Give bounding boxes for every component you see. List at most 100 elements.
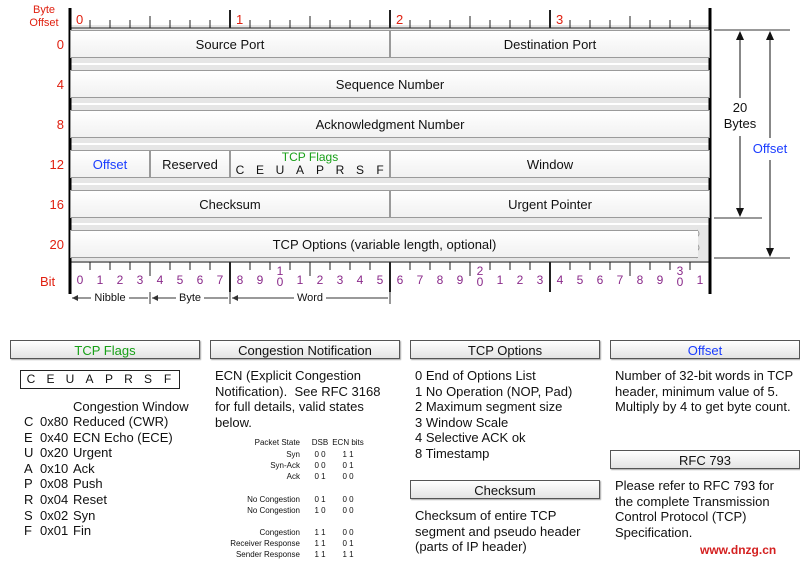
ecn-table-cell: 0 0 [342,528,354,537]
option-item: 4 Selective ACK ok [415,430,526,446]
flag-letter: A [295,163,304,177]
group-label: Word [230,292,390,304]
bit-number: 8 [436,273,444,287]
bit-number: 3 [136,273,144,287]
row-offset: 8 [56,117,64,132]
option-item: 1 No Operation (NOP, Pad) [415,383,573,399]
ecn-table-cell: No Congestion [247,505,300,515]
group-arrow [232,295,238,301]
ecn-table-cell: 1 1 [314,528,326,537]
ecn-table-cell: 0 0 [342,472,354,481]
flag-item-name: Push [73,476,103,492]
flag-letter: E [46,372,55,386]
ecn-table-header: DSB [311,438,329,447]
group-label-text: Word [293,292,327,304]
ecn-table-cell: 0 0 [342,494,354,504]
flag-item-letter: P [24,476,33,492]
ecn-table-cell: 0 0 [342,505,354,515]
field-tcp-flags [230,150,390,178]
field-source-port: Source Port [70,30,390,58]
flag-letter: S [143,372,152,386]
flag-letter: P [104,372,113,386]
bit-number: 2 [516,273,524,287]
flag-item-letter: C [24,414,34,429]
panel-header: RFC 793 [610,450,800,469]
panel-header: Checksum [410,480,600,499]
ecn-table-cell: No Congestion [247,494,300,504]
bit-number: 3 [336,273,344,287]
bit-number: 30 [676,264,684,289]
bit-number: 4 [356,273,364,287]
option-item: 8 Timestamp [415,446,490,461]
flag-item-name: Reduced (CWR) [73,414,169,429]
rfc-text: Please refer to RFC 793 for the complete… [615,478,778,540]
flag-letter: S [355,163,364,177]
ecn-text: ECN (Explicit Congestion Notification). … [215,368,385,430]
ecn-table-cell: Syn-Ack [270,461,300,470]
flag-item-letter: R [24,492,34,507]
panel-header: TCP Flags [10,340,200,359]
congestion-window: Congestion Window [73,399,189,414]
ecn-table-cell: Congestion [259,528,300,537]
group-label-text: Nibble [91,292,129,304]
flag-item-code: 0x01 [40,523,69,539]
ecn-table-cell: 1 1 [314,550,326,559]
bit-number: 2 [116,273,124,287]
ecn-table-header: Packet State [254,438,300,447]
bit-number: 7 [216,273,224,287]
bit-number: 4 [156,273,164,287]
bit-number: 7 [416,273,424,287]
option-item: 3 Window Scale [415,414,509,430]
group-arrow [72,295,78,301]
byte-number: 1 [236,12,244,27]
flag-item-name: Syn [73,507,96,523]
bit-number: 2 [316,273,324,287]
ecn-table-cell: 1 1 [342,550,354,559]
ecn-table-cell: 0 1 [314,472,326,481]
flag-item-code: 0x10 [40,460,69,476]
flag-item-letter: E [24,429,33,445]
panel-header: TCP Options [410,340,600,359]
bit-number: 0 [76,273,84,287]
panel-header: Offset [610,340,800,359]
flag-letter: U [65,372,75,386]
tcp-flags-label: TCP Flags [281,150,339,164]
bit-number: 9 [256,273,264,287]
field-tcp-options: TCP Options (variable length, optional) [70,230,698,258]
bit-number: 1 [496,273,504,287]
ecn-table-cell: 0 1 [342,461,354,470]
flag-item-code: 0x80 [40,414,69,429]
flag-item-letter: A [24,460,33,476]
flag-item-code: 0x02 [40,507,69,523]
ecn-table-cell: Syn [286,450,300,459]
bit-number: 1 [96,273,104,287]
offset-label: Offset [752,141,788,156]
flag-item-letter: F [24,523,32,539]
field-sequence-number: Sequence Number [70,70,710,98]
bit-number: 7 [616,273,624,287]
row-offset: 20 [49,237,64,252]
flag-letter: R [124,372,133,386]
bit-number: 6 [396,273,404,287]
flag-item-name: Reset [73,492,107,507]
flag-letter: C [235,163,245,177]
bit-number: 8 [236,273,244,287]
flag-letter: P [315,163,324,177]
field-offset: Offset [70,150,150,178]
flag-item-letter: U [24,445,34,461]
flag-item-name: Fin [73,523,92,539]
ecn-table-cell: 0 0 [314,461,326,470]
offset-text: Number of 32-bit words in TCP header, mi… [615,368,797,414]
flag-item-name: Urgent [73,445,113,461]
group-label-text: Byte [175,292,204,304]
ecn-table-cell: Sender Response [235,550,300,559]
field-acknowledgment-number: Acknowledgment Number [70,110,710,138]
option-item: 2 Maximum segment size [415,399,563,415]
group-arrow [152,295,158,301]
bit-number: 8 [636,273,644,287]
ecn-table-header: ECN bits [332,438,364,447]
flag-item-code: 0x20 [40,445,69,461]
bit-number: 5 [576,273,584,287]
flag-item-name: Ack [73,460,95,476]
flag-letter: E [255,163,264,177]
